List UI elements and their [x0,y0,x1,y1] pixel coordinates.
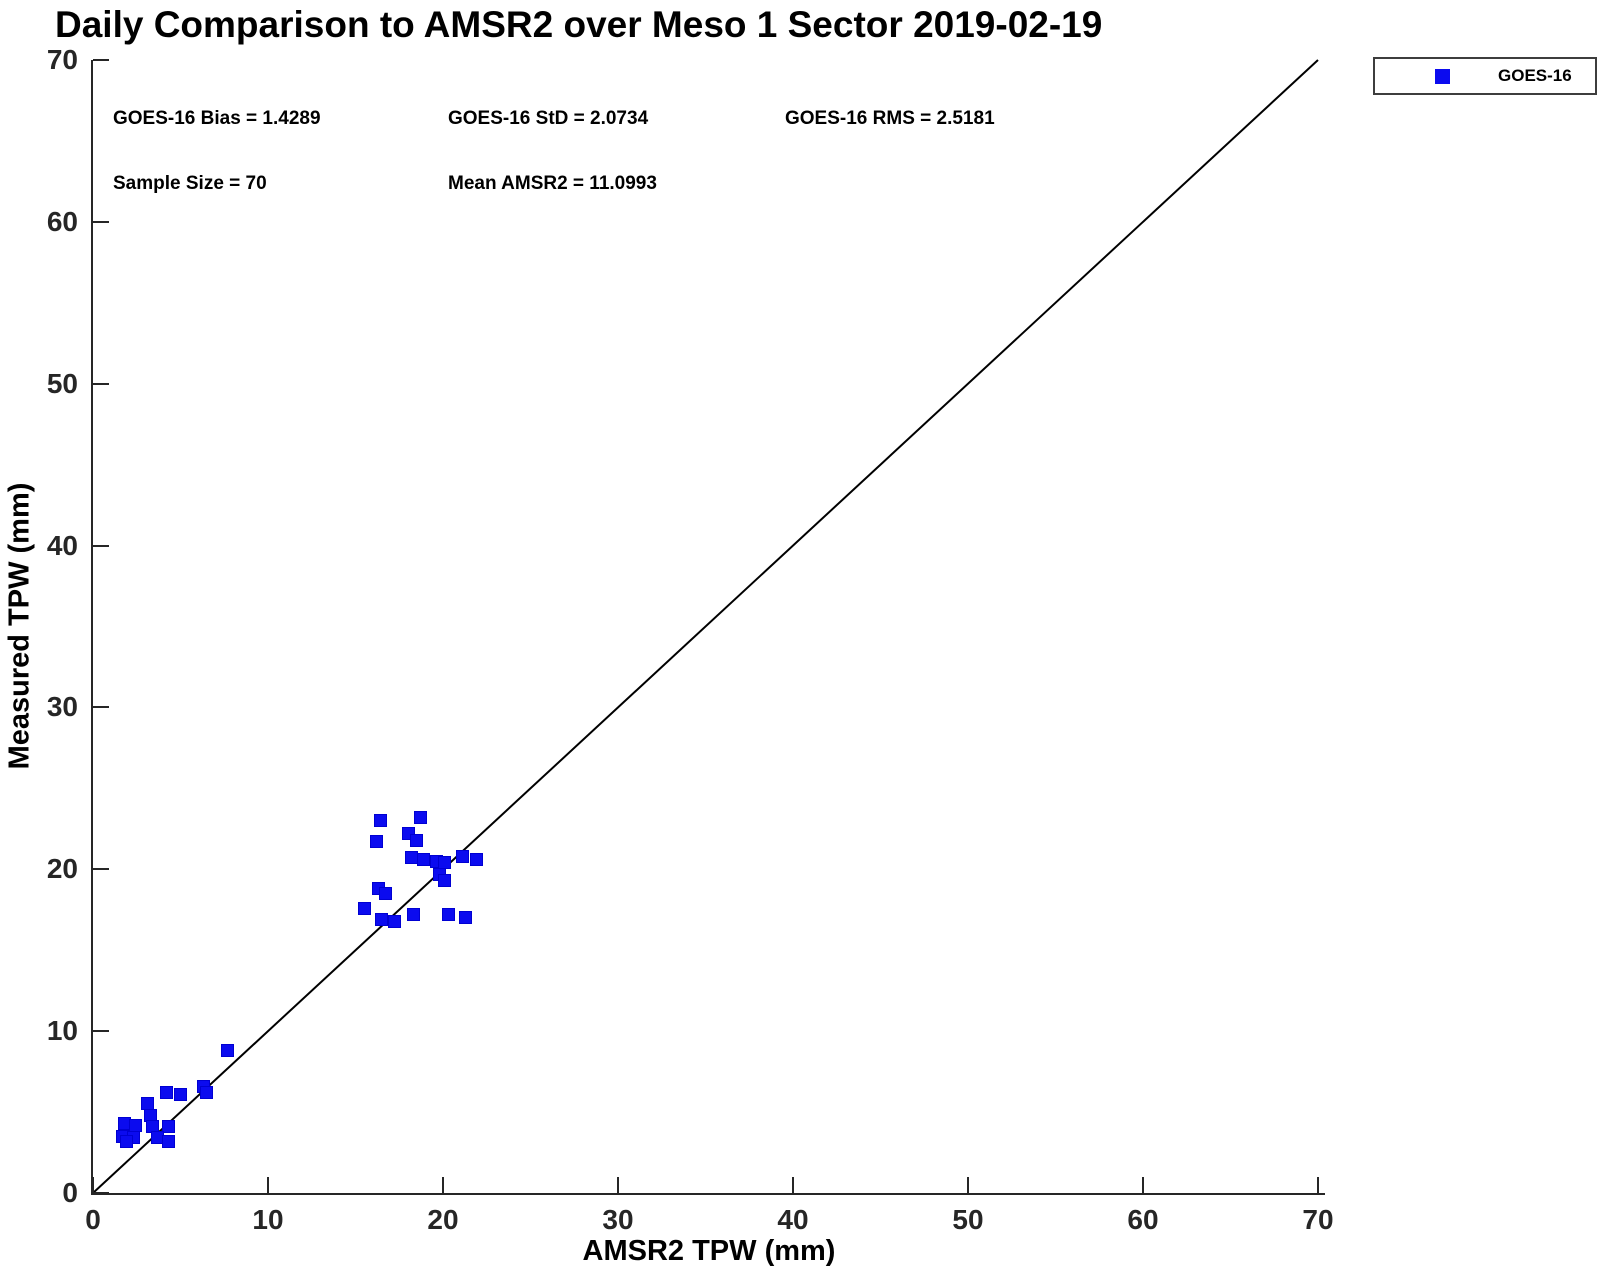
scatter-point [410,833,424,847]
x-tick-label: 50 [952,1204,984,1235]
scatter-point [375,912,389,926]
x-tick-label: 20 [427,1204,459,1235]
y-tick-label: 40 [46,529,78,561]
x-tick-label: 0 [85,1204,101,1235]
y-axis-label: Measured TPW (mm) [3,482,36,770]
y-tick-label: 10 [46,1015,78,1047]
scatter-point [378,887,392,901]
y-tick-label: 50 [46,367,78,399]
scatter-point [119,1134,133,1148]
stat-sample-size: Sample Size = 70 [113,173,267,194]
y-tick [93,220,109,223]
y-tick [93,1192,109,1194]
chart-title: Daily Comparison to AMSR2 over Meso 1 Se… [55,4,1103,45]
scatter-point [370,835,383,849]
scatter-point [417,853,431,867]
x-tick [792,1177,794,1193]
scatter-point [160,1086,173,1100]
scatter-point [459,911,473,925]
scatter-point [413,810,427,824]
stat-rms: GOES-16 RMS = 2.5181 [785,108,995,129]
y-tick [93,544,109,547]
y-tick [93,706,109,709]
scatter-point [373,814,387,828]
x-tick [92,1177,94,1193]
y-tick-label: 20 [46,853,78,885]
x-tick [1142,1177,1144,1193]
x-tick [1317,1177,1319,1193]
x-tick-label: 30 [602,1204,634,1235]
scatter-point [406,908,420,922]
legend-marker-square [1435,68,1450,84]
legend-label: GOES-16 [1498,66,1572,85]
scatter-point [161,1134,175,1148]
y-tick [93,1030,109,1033]
y-tick-label: 0 [62,1177,78,1208]
scatter-point [221,1044,235,1058]
x-tick-label: 60 [1127,1204,1159,1235]
y-tick [93,59,109,61]
scatter-point [405,851,418,865]
x-tick [442,1177,444,1193]
scatter-point [161,1120,175,1134]
scatter-point [455,849,469,863]
x-tick [267,1177,269,1193]
scatter-point [200,1086,214,1100]
x-tick-label: 10 [252,1204,284,1235]
stat-bias: GOES-16 Bias = 1.4289 [113,108,321,129]
legend: GOES-16 [1373,57,1597,95]
plot-area [91,59,1325,1195]
stat-mean-amsr2: Mean AMSR2 = 11.0993 [448,173,657,194]
x-tick-label: 70 [1302,1204,1334,1235]
stat-std: GOES-16 StD = 2.0734 [448,108,649,129]
scatter-point [438,874,452,888]
x-tick-label: 40 [777,1204,809,1235]
y-tick-label: 70 [46,44,78,75]
y-tick [93,868,109,871]
scatter-point [441,908,455,922]
x-tick [617,1177,619,1193]
x-axis-label: AMSR2 TPW (mm) [582,1235,836,1267]
y-tick-label: 30 [46,691,78,723]
y-tick-label: 60 [46,205,78,237]
scatter-point [357,901,371,915]
scatter-point [469,853,483,867]
scatter-point [128,1118,142,1132]
identity-line [92,59,1319,1194]
scatter-point [174,1087,187,1101]
y-tick [93,382,109,385]
x-tick [967,1177,969,1193]
scatter-point [387,914,401,928]
